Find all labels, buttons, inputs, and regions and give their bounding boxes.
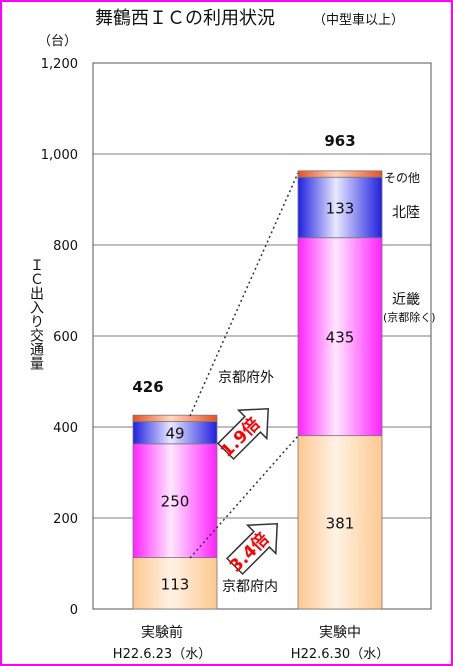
y-tick-label: 400 [53,421,78,436]
bar-value-labels: 113 250 49 381 435 133 [161,199,355,593]
bar-value-label: 381 [326,514,355,532]
y-tick-label: 200 [53,512,78,527]
bars-group [132,170,383,610]
y-axis-label: ＩＣ出入り交通量 [28,258,44,370]
bar-value-label: 133 [326,199,355,217]
connector-line-top [189,172,299,417]
growth-arrow-inside: 3.4倍 [225,522,279,577]
bar-segment-kyoto [132,557,218,610]
legend-other: その他 [384,171,420,185]
total-label-during: 963 [324,132,355,150]
bar-value-label: 250 [161,493,190,511]
growth-arrow-outside: 1.9倍 [216,407,270,462]
bar-value-label: 435 [326,329,355,347]
legend-kinki: 近畿 [392,292,420,308]
x-category-during: 実験中 [319,625,361,641]
bar-value-label: 113 [161,575,190,593]
y-tick-label: 800 [53,239,78,254]
bar-segment-kinki [297,237,383,437]
bar-segment-other [132,414,218,422]
connector-line-bottom [189,435,299,559]
x-category-before: 実験前 [141,624,183,641]
chart-title: 舞鶴西ＩＣの利用状況 [95,8,275,29]
y-tick-label: 1,200 [41,57,78,72]
total-label-before: 426 [132,378,163,396]
y-tick-labels: 0 200 400 600 800 1,000 1,200 [41,57,78,618]
bar-segment-kinki [132,443,218,558]
y-tick-label: 600 [53,330,78,345]
bar-segment-other [297,170,383,178]
legend-kinki-sub: (京都除く) [383,310,436,324]
bar-segment-hokuriku [297,176,383,239]
x-date-before: H22.6.23（水） [113,647,211,662]
bar-segment-kyoto [297,435,383,610]
legend-hokuriku: 北陸 [392,205,420,221]
y-unit-label: （台） [38,34,77,49]
bar-value-label: 49 [165,425,184,443]
inside-prefecture-label: 京都府内 [222,579,278,595]
x-date-during: H22.6.30（水） [291,647,389,662]
outside-prefecture-label: 京都府外 [218,370,274,386]
y-tick-label: 0 [70,603,78,618]
plot-area-border [92,62,432,610]
y-tick-label: 1,000 [41,148,78,163]
chart-subtitle: （中型車以上） [313,13,404,28]
